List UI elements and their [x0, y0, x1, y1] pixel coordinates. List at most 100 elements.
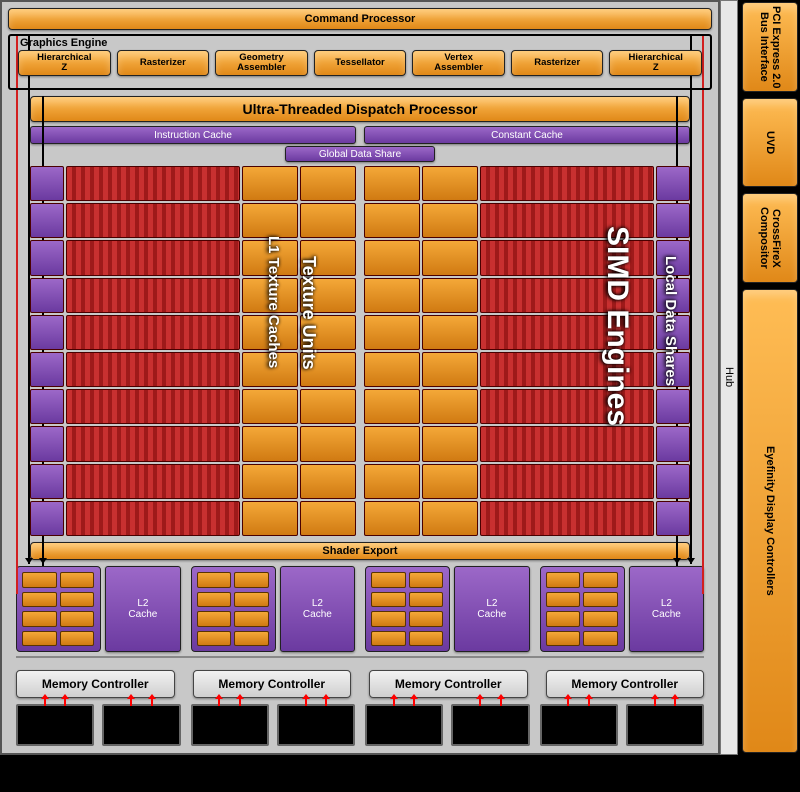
texture-unit	[242, 278, 298, 313]
rop-texture-block	[16, 566, 101, 652]
ge-block: HierarchicalZ	[18, 50, 111, 76]
texture-unit	[422, 464, 478, 499]
texture-unit	[242, 352, 298, 387]
texture-unit	[242, 240, 298, 275]
rop-cell	[371, 592, 406, 608]
simd-engine	[480, 315, 654, 350]
lds-slot	[656, 426, 690, 461]
arrow-up-icon	[671, 694, 679, 699]
lds-slot	[30, 501, 64, 536]
texture-unit	[364, 389, 420, 424]
simd-row	[364, 501, 690, 536]
simd-row	[364, 464, 690, 499]
gpu-block-diagram: Command Processor Graphics Engine Hierar…	[0, 0, 720, 755]
texture-unit	[422, 315, 478, 350]
rop-cell	[371, 631, 406, 647]
arrow-up-icon	[410, 694, 418, 699]
texture-unit	[300, 501, 356, 536]
rop-cell	[409, 592, 444, 608]
lds-slot	[656, 315, 690, 350]
simd-engine	[480, 240, 654, 275]
lds-slot	[656, 203, 690, 238]
l2-group: L2Cache	[365, 566, 530, 652]
texture-unit	[364, 315, 420, 350]
memory-chip	[16, 704, 94, 746]
rop-cell	[197, 572, 232, 588]
texture-unit	[422, 389, 478, 424]
arrow-up-icon	[390, 694, 398, 699]
rop-texture-block	[191, 566, 276, 652]
utdp-label: Ultra-Threaded Dispatch Processor	[243, 101, 478, 117]
command-processor: Command Processor	[8, 8, 712, 30]
simd-row	[364, 278, 690, 313]
interconnect-line	[16, 656, 704, 668]
rop-cell	[371, 572, 406, 588]
cache-row: Instruction Cache Constant Cache	[8, 126, 712, 144]
rop-cell	[234, 592, 269, 608]
global-data-share: Global Data Share	[285, 146, 435, 162]
simd-cluster-right	[364, 166, 690, 536]
simd-engine	[480, 464, 654, 499]
memory-chip	[540, 704, 618, 746]
side-block: CrossFireX Compositor	[742, 193, 798, 283]
rop-cell	[409, 611, 444, 627]
side-block-label: CrossFireX Compositor	[758, 194, 782, 282]
simd-row	[364, 166, 690, 201]
texture-unit	[242, 426, 298, 461]
texture-unit	[364, 352, 420, 387]
rop-cell	[60, 572, 95, 588]
arrow-up-icon	[127, 694, 135, 699]
lds-slot	[656, 240, 690, 275]
ge-block: Rasterizer	[511, 50, 604, 76]
simd-engine	[66, 240, 240, 275]
texture-unit	[364, 166, 420, 201]
rop-texture-block	[365, 566, 450, 652]
rop-cell	[546, 572, 581, 588]
texture-unit	[242, 389, 298, 424]
texture-unit	[364, 464, 420, 499]
l2-group: L2Cache	[540, 566, 705, 652]
ge-block: Rasterizer	[117, 50, 210, 76]
ge-block: GeometryAssembler	[215, 50, 308, 76]
graphics-engine-row: HierarchicalZRasterizerGeometryAssembler…	[18, 50, 702, 76]
side-block-label: Eyefinity Display Controllers	[764, 446, 776, 596]
texture-unit	[364, 278, 420, 313]
simd-row	[30, 426, 356, 461]
instruction-cache: Instruction Cache	[30, 126, 356, 144]
arrow-up-icon	[497, 694, 505, 699]
arrow-up-icon	[148, 694, 156, 699]
texture-unit	[300, 389, 356, 424]
shader-export: Shader Export	[30, 542, 690, 560]
l2-cache: L2Cache	[454, 566, 529, 652]
hub-label: Hub	[723, 367, 735, 387]
lds-slot	[656, 352, 690, 387]
arrow-up-icon	[585, 694, 593, 699]
lds-slot	[30, 464, 64, 499]
memory-chip	[451, 704, 529, 746]
l2-group: L2Cache	[16, 566, 181, 652]
texture-unit	[364, 240, 420, 275]
lds-slot	[656, 464, 690, 499]
arrow-icon	[25, 558, 33, 564]
simd-row	[30, 315, 356, 350]
rop-cell	[583, 611, 618, 627]
memory-chips-row	[8, 704, 712, 746]
arrow-up-icon	[236, 694, 244, 699]
simd-engine	[66, 426, 240, 461]
shader-export-label: Shader Export	[322, 545, 397, 557]
arrow-up-icon	[651, 694, 659, 699]
lds-slot	[30, 389, 64, 424]
texture-unit	[422, 426, 478, 461]
texture-unit	[300, 426, 356, 461]
simd-row	[364, 389, 690, 424]
texture-unit	[242, 464, 298, 499]
right-sidebar: Hub PCI Express 2.0 Bus InterfaceUVDCros…	[720, 0, 800, 755]
texture-unit	[300, 203, 356, 238]
l2-group: L2Cache	[191, 566, 356, 652]
texture-unit	[242, 501, 298, 536]
arrow-icon	[673, 558, 681, 564]
simd-engine	[66, 166, 240, 201]
constant-cache: Constant Cache	[364, 126, 690, 144]
memory-chip-pair	[191, 704, 356, 746]
rop-cell	[409, 572, 444, 588]
